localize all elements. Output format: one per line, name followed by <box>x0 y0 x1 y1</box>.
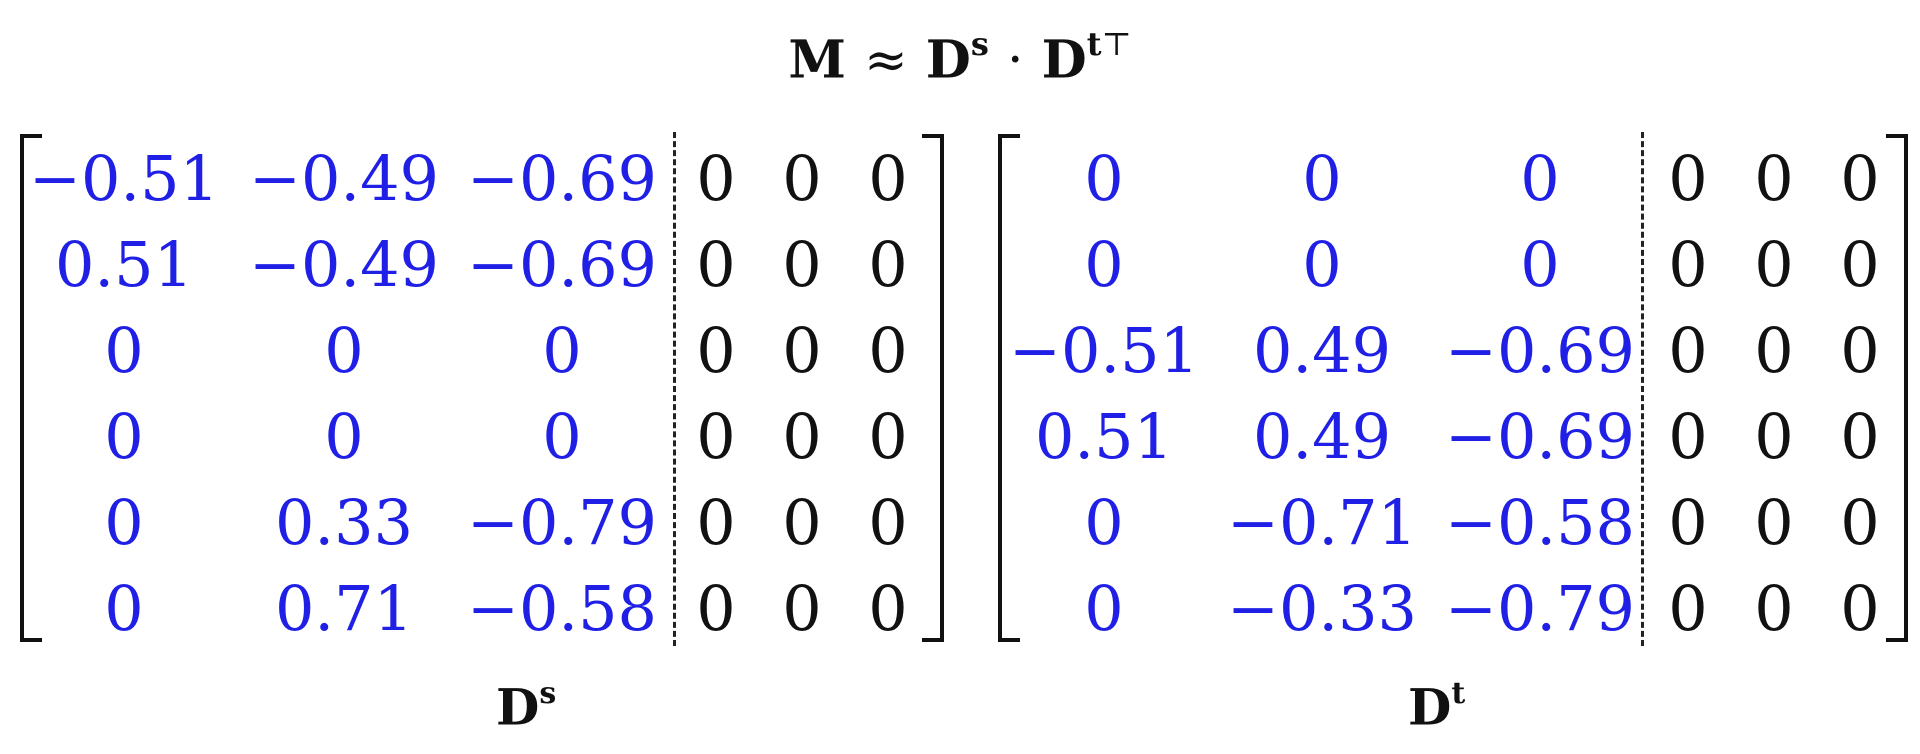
matrix-cell: 0 <box>1840 572 1880 645</box>
matrix-cell: −0.69 <box>1445 314 1635 387</box>
matrix-cell: 0 <box>104 486 144 559</box>
matrix-cell: 0 <box>782 400 822 473</box>
matrix-cell: −0.69 <box>1445 400 1635 473</box>
eq-dot: · <box>1006 30 1024 91</box>
matrix-cell: 0 <box>1754 228 1794 301</box>
matrix-cell: 0 <box>1302 142 1342 215</box>
matrix-cell: 0.51 <box>54 228 194 301</box>
matrix-cell: 0 <box>1754 572 1794 645</box>
matrix-cell: 0 <box>542 400 582 473</box>
label-dt-sup: t <box>1451 676 1466 711</box>
matrix-cell: 0 <box>782 314 822 387</box>
matrix-cell: 0 <box>1840 228 1880 301</box>
matrix-cell: 0 <box>696 228 736 301</box>
matrix-cell: 0 <box>868 142 908 215</box>
matrix-cell: 0 <box>1840 142 1880 215</box>
matrix-cell: −0.71 <box>1227 486 1417 559</box>
matrix-cell: 0 <box>1754 314 1794 387</box>
matrix-cell: 0 <box>1520 142 1560 215</box>
matrix-cell: 0 <box>324 400 364 473</box>
label-ds: Ds <box>496 668 556 738</box>
matrix-cell: 0 <box>104 572 144 645</box>
block-separator <box>1641 132 1644 646</box>
eq-transpose: ⊤ <box>1101 25 1132 63</box>
matrix-cell: 0 <box>868 486 908 559</box>
matrix-dt: 0 0 0 0 0 0 0 0 0 0 0 0 −0.51 0.49 −0.69 0 0 0 0.51 0.49 −0.… <box>994 120 1908 650</box>
matrix-cell: 0 <box>1668 400 1708 473</box>
matrix-cell: 0 <box>868 228 908 301</box>
matrix-cell: 0 <box>782 486 822 559</box>
matrix-cell: 0.33 <box>274 486 414 559</box>
label-dt: Dt <box>1408 668 1465 738</box>
eq-s-sup: s <box>970 25 989 63</box>
matrix-cell: 0 <box>324 314 364 387</box>
matrix-cell: 0 <box>542 314 582 387</box>
matrix-cell: 0 <box>1084 486 1124 559</box>
left-bracket <box>20 134 42 642</box>
matrix-cell: 0 <box>696 572 736 645</box>
matrix-cell: 0 <box>1084 142 1124 215</box>
matrix-cell: 0 <box>1668 142 1708 215</box>
eq-t-sup: t <box>1086 25 1102 63</box>
matrix-cell: 0 <box>1754 486 1794 559</box>
block-separator <box>673 132 676 646</box>
matrix-cell: −0.58 <box>1445 486 1635 559</box>
matrix-cell: 0 <box>1084 228 1124 301</box>
matrix-cell: 0 <box>1302 228 1342 301</box>
matrix-cell: 0 <box>1668 486 1708 559</box>
matrix-cell: −0.33 <box>1227 572 1417 645</box>
eq-approx: ≈ <box>864 30 908 91</box>
matrix-cell: 0 <box>1840 400 1880 473</box>
matrix-cell: −0.51 <box>29 142 219 215</box>
matrix-cell: 0 <box>868 400 908 473</box>
matrix-cell: 0 <box>1840 486 1880 559</box>
label-ds-base: D <box>496 677 540 737</box>
matrix-cell: 0 <box>782 572 822 645</box>
matrix-cell: 0 <box>696 314 736 387</box>
matrix-cell: −0.49 <box>249 142 439 215</box>
matrix-cell: 0 <box>696 142 736 215</box>
matrix-cell: −0.58 <box>467 572 657 645</box>
matrix-cell: 0 <box>1668 572 1708 645</box>
matrix-cell: 0 <box>696 400 736 473</box>
matrix-cell: 0 <box>1084 572 1124 645</box>
matrix-cell: 0 <box>1520 228 1560 301</box>
matrix-cell: 0 <box>782 142 822 215</box>
matrix-cell: 0 <box>696 486 736 559</box>
matrix-cell: 0 <box>1754 142 1794 215</box>
matrix-cell: 0 <box>1840 314 1880 387</box>
matrix-cell: −0.69 <box>467 228 657 301</box>
matrix-cell: 0 <box>1754 400 1794 473</box>
equation-title: M ≈ Ds · Dt⊤ <box>0 18 1920 90</box>
right-bracket <box>1886 134 1908 642</box>
matrix-cell: −0.51 <box>1009 314 1199 387</box>
matrix-cell: 0 <box>104 314 144 387</box>
matrix-cell: 0 <box>104 400 144 473</box>
eq-d-t: D <box>1041 29 1087 91</box>
eq-m: M <box>788 29 846 91</box>
label-ds-sup: s <box>539 676 557 711</box>
matrix-cell: 0 <box>1668 228 1708 301</box>
label-dt-base: D <box>1408 677 1452 737</box>
matrix-cell: −0.79 <box>467 486 657 559</box>
matrix-cell: 0 <box>868 314 908 387</box>
right-bracket <box>922 134 944 642</box>
matrix-cell: −0.69 <box>467 142 657 215</box>
matrix-cell: 0 <box>868 572 908 645</box>
matrix-cell: 0.49 <box>1252 400 1392 473</box>
matrix-cell: 0.51 <box>1034 400 1174 473</box>
matrix-cell: 0 <box>782 228 822 301</box>
eq-d-s: D <box>925 29 971 91</box>
matrix-ds: −0.51 −0.49 −0.69 0 0 0 0.51 −0.49 −0.69 0 0 0 0 0 0 0 0… <box>16 120 944 650</box>
matrix-cell: −0.79 <box>1445 572 1635 645</box>
matrix-cell: 0.71 <box>274 572 414 645</box>
matrix-cell: −0.49 <box>249 228 439 301</box>
left-bracket <box>998 134 1020 642</box>
matrix-cell: 0.49 <box>1252 314 1392 387</box>
matrix-cell: 0 <box>1668 314 1708 387</box>
